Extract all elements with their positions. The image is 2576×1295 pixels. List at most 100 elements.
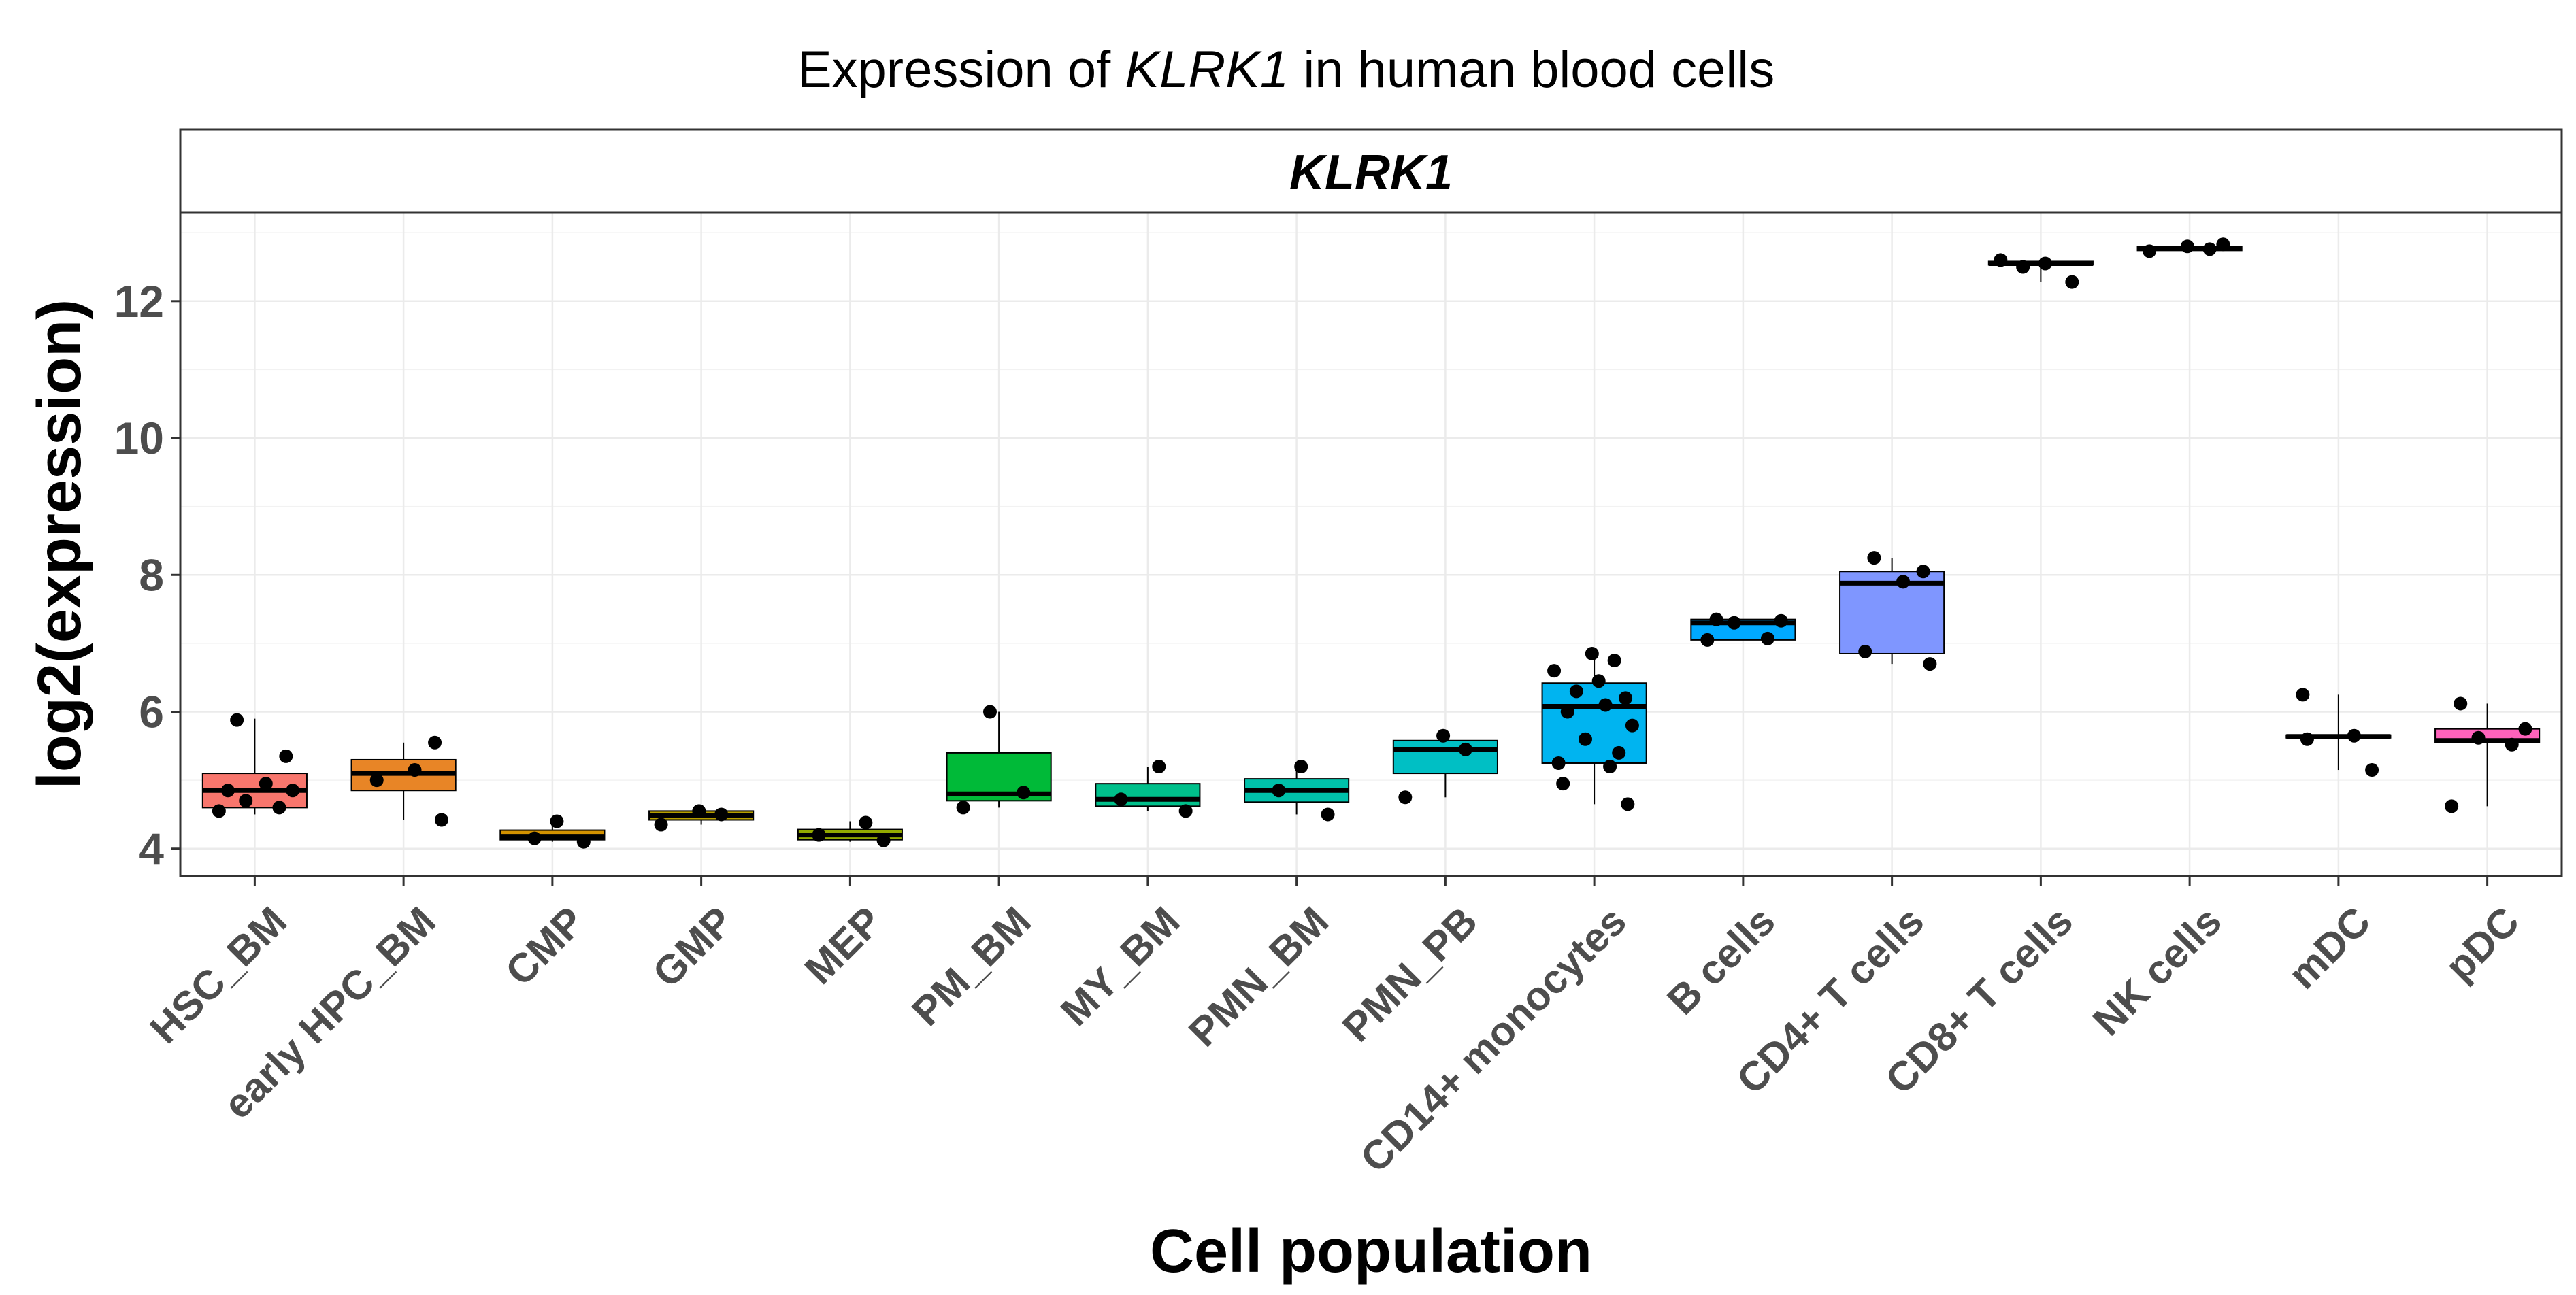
data-point	[1774, 613, 1788, 628]
grid-minor	[180, 232, 2562, 781]
data-point	[1598, 698, 1613, 712]
data-point	[983, 705, 997, 719]
data-point	[2038, 256, 2052, 271]
facet-strip	[179, 128, 2563, 214]
facet-label: KLRK1	[1289, 146, 1453, 200]
data-point	[2471, 730, 2486, 745]
data-point	[239, 794, 253, 808]
chart-title: Expression of KLRK1 in human blood cells	[797, 41, 1774, 99]
panel-border	[179, 211, 2563, 877]
data-point	[2445, 799, 2459, 813]
data-point	[1017, 786, 1031, 800]
data-point	[576, 835, 591, 849]
x-tick-label: MEP	[796, 898, 891, 992]
data-point	[2296, 688, 2310, 702]
data-point	[221, 784, 235, 798]
data-point	[1896, 575, 1911, 589]
data-point	[2216, 237, 2230, 252]
x-tick-label: CMP	[497, 898, 593, 994]
data-point	[1603, 760, 1617, 774]
data-point	[1272, 784, 1286, 798]
x-tick-label: pDC	[2437, 898, 2528, 990]
data-point	[1551, 756, 1566, 770]
data-point	[2180, 239, 2194, 254]
x-tick-label: PMN_BM	[1180, 898, 1337, 1055]
data-point	[1585, 646, 1599, 660]
data-point	[1994, 253, 2008, 267]
data-point	[692, 804, 706, 818]
data-point	[2016, 260, 2030, 274]
data-point	[1178, 804, 1193, 818]
data-point	[1591, 674, 1606, 688]
x-tick-label: NK cells	[2084, 898, 2230, 1044]
x-tick-label: CD14+ monocytes	[1351, 898, 1634, 1181]
box-my-bm	[1095, 783, 1201, 807]
x-tick-label: GMP	[644, 898, 742, 996]
data-point	[1547, 664, 1562, 678]
y-axis: 4 6 8 10 12	[114, 276, 180, 874]
data-point	[1436, 728, 1451, 743]
data-point	[1760, 631, 1774, 645]
data-point	[408, 763, 422, 777]
data-point	[434, 813, 448, 827]
y-tick-label: 4	[139, 824, 164, 874]
data-point	[369, 773, 384, 788]
data-point	[654, 818, 668, 832]
x-tick-label: MY_BM	[1052, 898, 1189, 1035]
data-point	[1458, 742, 1472, 756]
x-tick-label: mDC	[2279, 898, 2379, 997]
data-point	[2300, 732, 2314, 746]
y-tick-label: 6	[139, 687, 164, 737]
box-pmn-pb	[1392, 739, 1498, 775]
data-point	[1294, 760, 1308, 774]
y-tick-label: 10	[114, 413, 164, 463]
plot-panel	[179, 211, 2563, 877]
data-point	[1607, 654, 1621, 668]
data-point	[2347, 728, 2361, 743]
data-point	[527, 831, 542, 845]
y-axis-title: log2(expression)	[26, 299, 94, 789]
data-point	[2365, 763, 2379, 777]
data-point	[714, 807, 729, 822]
data-point	[272, 801, 286, 815]
data-point	[2065, 275, 2079, 289]
data-point	[1700, 633, 1715, 647]
x-tick-label: B cells	[1658, 898, 1783, 1023]
data-point	[1579, 732, 1592, 746]
data-point	[1625, 718, 1639, 733]
data-point	[1398, 790, 1413, 805]
data-point	[286, 784, 300, 798]
data-point	[230, 713, 244, 727]
data-point	[212, 804, 226, 818]
data-point	[1727, 616, 1741, 630]
data-point	[550, 814, 564, 828]
data-point	[2518, 722, 2532, 736]
data-point	[1321, 807, 1335, 822]
data-point	[812, 828, 826, 842]
x-axis-title: Cell population	[1150, 1217, 1592, 1285]
data-point	[1556, 777, 1570, 791]
data-point	[956, 801, 970, 815]
data-point	[1858, 644, 1872, 658]
points-layer	[212, 237, 2532, 849]
data-point	[1923, 657, 1937, 671]
data-point	[1560, 705, 1574, 719]
data-point	[876, 833, 891, 847]
grid-major	[180, 212, 2562, 876]
y-tick-label: 12	[114, 276, 164, 326]
data-point	[1621, 797, 1635, 811]
data-point	[859, 815, 873, 830]
data-point	[2202, 242, 2217, 256]
panel-background	[180, 212, 2562, 876]
data-point	[279, 749, 293, 763]
data-point	[1114, 792, 1128, 807]
data-point	[1152, 760, 1166, 774]
data-point	[2505, 737, 2519, 752]
data-point	[1867, 551, 1881, 565]
data-point	[259, 777, 273, 791]
x-tick-label: PMN_PB	[1334, 898, 1486, 1050]
data-point	[1612, 745, 1626, 760]
data-point	[2454, 696, 2468, 711]
